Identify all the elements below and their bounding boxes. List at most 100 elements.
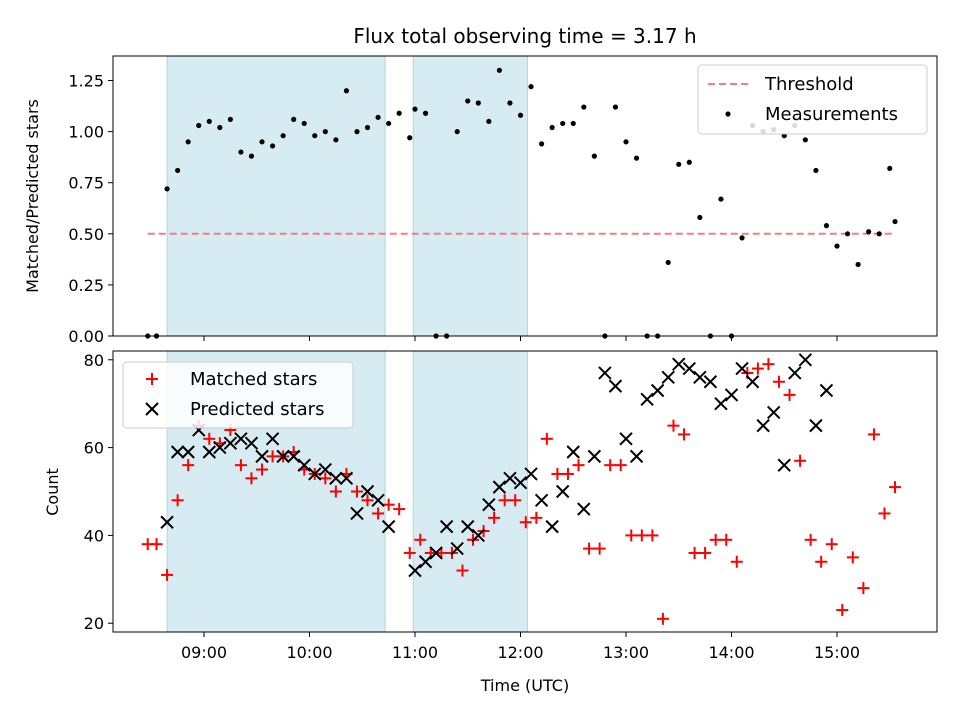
measurement-point	[718, 196, 724, 202]
predicted-star-point	[202, 445, 216, 459]
bottom-y-ticks: 20 40 60 80	[84, 351, 113, 633]
matched-star-point	[572, 459, 585, 472]
matched-star-point	[804, 533, 817, 546]
predicted-star-point	[439, 519, 454, 534]
predicted-star-stroke	[482, 497, 496, 512]
matched-star-point	[393, 503, 406, 516]
predicted-star-stroke	[577, 502, 591, 516]
predicted-star-point	[339, 471, 354, 486]
matched-star-point	[857, 582, 870, 595]
y-tick-label: 60	[84, 439, 104, 458]
predicted-star-point	[297, 458, 311, 472]
predicted-star-point	[745, 375, 760, 389]
predicted-star-stroke	[181, 445, 195, 459]
measurement-point	[175, 167, 181, 174]
predicted-star-stroke	[798, 353, 813, 367]
predicted-star-stroke	[809, 418, 823, 433]
legend-measurements-swatch	[725, 111, 731, 117]
matched-star-point	[783, 388, 796, 401]
legend-predicted-swatch	[145, 402, 159, 416]
top-y-axis-label: Matched/Predicted stars	[23, 99, 42, 293]
predicted-star-point	[714, 396, 728, 411]
measurement-point	[396, 110, 402, 116]
measurement-point	[475, 100, 481, 106]
predicted-star-stroke	[545, 519, 559, 534]
measurement-point	[855, 261, 861, 268]
legend-threshold-label: Threshold	[764, 74, 854, 95]
measurement-point	[206, 118, 212, 125]
measurement-point	[866, 229, 872, 235]
matched-star-point	[350, 485, 363, 498]
predicted-star-stroke	[308, 467, 322, 481]
predicted-star-point	[703, 375, 718, 389]
predicted-star-point	[308, 467, 322, 481]
measurement-point	[539, 141, 545, 147]
y-tick-label: 40	[84, 526, 104, 545]
predicted-star-stroke	[587, 449, 602, 464]
predicted-star-stroke	[503, 471, 517, 486]
predicted-star-point	[735, 361, 749, 376]
measurement-point	[813, 167, 819, 174]
measurement-point	[496, 67, 502, 73]
measurement-point	[517, 112, 524, 118]
predicted-star-stroke	[202, 445, 216, 459]
matched-star-point	[182, 459, 195, 472]
predicted-star-stroke	[160, 515, 174, 529]
predicted-star-point	[371, 493, 385, 507]
matched-star-point	[234, 459, 247, 472]
predicted-star-point	[524, 467, 538, 481]
measurement-point	[375, 114, 381, 120]
top-legend-box	[697, 64, 928, 135]
measurement-point	[386, 120, 392, 127]
predicted-star-stroke	[766, 405, 781, 420]
matched-star-point	[772, 375, 785, 388]
measurement-point	[612, 104, 619, 110]
predicted-star-stroke	[255, 449, 269, 464]
predicted-star-stroke	[429, 546, 443, 560]
predicted-star-point	[766, 405, 781, 420]
matched-star-point	[161, 568, 174, 581]
top-x-ticks	[203, 336, 838, 341]
matched-star-point	[688, 546, 701, 559]
predicted-star-point	[450, 541, 464, 556]
predicted-star-stroke	[682, 361, 697, 376]
legend-measurements-label: Measurements	[765, 104, 898, 125]
matched-star-point	[720, 533, 733, 546]
predicted-star-point	[471, 528, 486, 543]
predicted-star-point	[360, 484, 375, 499]
matched-star-point	[203, 432, 216, 445]
predicted-star-stroke	[735, 361, 749, 376]
observing-window-band	[166, 55, 386, 337]
measurement-point	[364, 124, 371, 131]
predicted-star-stroke	[724, 388, 739, 402]
measurement-point	[269, 143, 276, 149]
measurement-point	[686, 159, 692, 165]
predicted-star-stroke	[788, 366, 802, 380]
predicted-star-point	[223, 436, 238, 450]
predicted-star-stroke	[640, 392, 654, 407]
x-tick-label: 10:00	[286, 643, 332, 662]
matched-star-point	[667, 419, 680, 432]
predicted-star-stroke	[819, 383, 834, 398]
matched-star-point	[604, 459, 617, 472]
measurement-point	[238, 149, 244, 155]
measurement-point	[623, 139, 629, 145]
matched-star-point	[846, 551, 859, 564]
measurement-point	[697, 214, 703, 221]
y-tick-label: 1.25	[68, 72, 104, 91]
matched-star-point	[878, 507, 891, 520]
observing-windows	[166, 55, 529, 337]
matched-star-point	[635, 529, 648, 542]
observing-window-band	[412, 55, 529, 337]
measurement-point	[291, 116, 297, 122]
bottom-legend: Matched stars Predicted stars	[122, 361, 354, 429]
matched-star-point	[456, 564, 469, 577]
matched-star-point	[171, 494, 184, 507]
top-plot-frame	[112, 55, 938, 337]
measurement-point	[581, 104, 587, 110]
predicted-star-point	[213, 440, 227, 455]
measurement-point	[407, 135, 413, 141]
matched-star-point	[245, 472, 258, 485]
predicted-star-point	[350, 506, 364, 521]
